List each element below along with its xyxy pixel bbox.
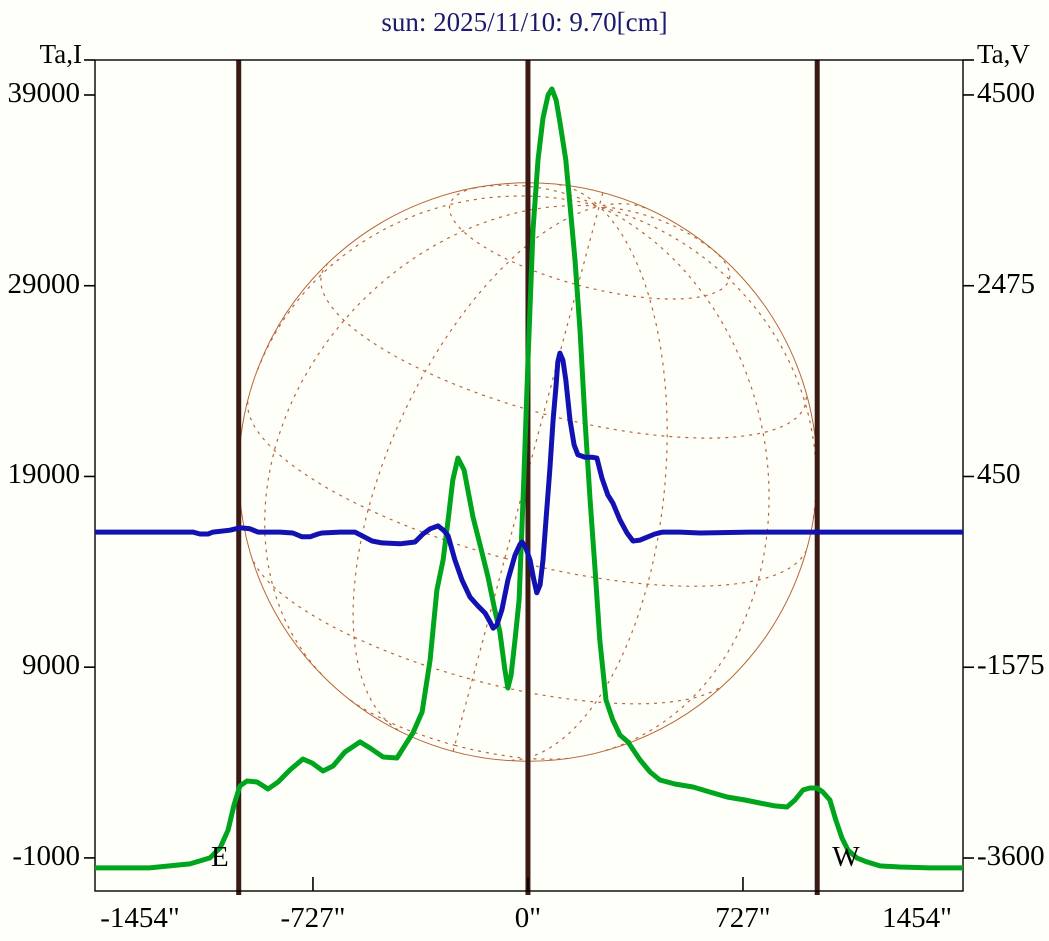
left-axis-tick-label: 39000 bbox=[7, 76, 81, 109]
bottom-axis-tick-label: -1454" bbox=[100, 902, 180, 934]
left-axis-tick-label: 9000 bbox=[22, 649, 80, 682]
right-axis-tick-label: 450 bbox=[977, 458, 1021, 491]
solar-grid bbox=[247, 184, 817, 761]
bottom-axis-tick-label: 1454" bbox=[882, 902, 952, 934]
bottom-axis-tick-label: 727" bbox=[715, 902, 771, 934]
plot-frame bbox=[94, 59, 964, 892]
right-axis-tick-label: -3600 bbox=[977, 840, 1045, 873]
right-axis-tick-label: 4500 bbox=[977, 76, 1035, 109]
left-axis-tick-label: 19000 bbox=[7, 458, 81, 491]
right-axis-title: Ta,V bbox=[977, 39, 1030, 69]
series-ta-i-curve bbox=[95, 86, 963, 871]
series-ta-v-curve bbox=[95, 350, 963, 631]
chart-title: sun: 2025/11/10: 9.70[cm] bbox=[381, 7, 668, 37]
left-axis-tick-label: -1000 bbox=[12, 839, 80, 872]
bottom-axis-tick-label: -727" bbox=[280, 902, 346, 934]
right-axis-tick-label: 2475 bbox=[977, 267, 1035, 300]
right-axis-tick-label: -1575 bbox=[977, 649, 1045, 682]
left-axis-tick-label: 29000 bbox=[7, 267, 81, 300]
west-limb-label: W bbox=[832, 841, 860, 873]
left-axis-title: Ta,I bbox=[39, 39, 82, 69]
bottom-axis-tick-label: 0" bbox=[514, 902, 542, 934]
east-limb-label: E bbox=[211, 841, 229, 873]
